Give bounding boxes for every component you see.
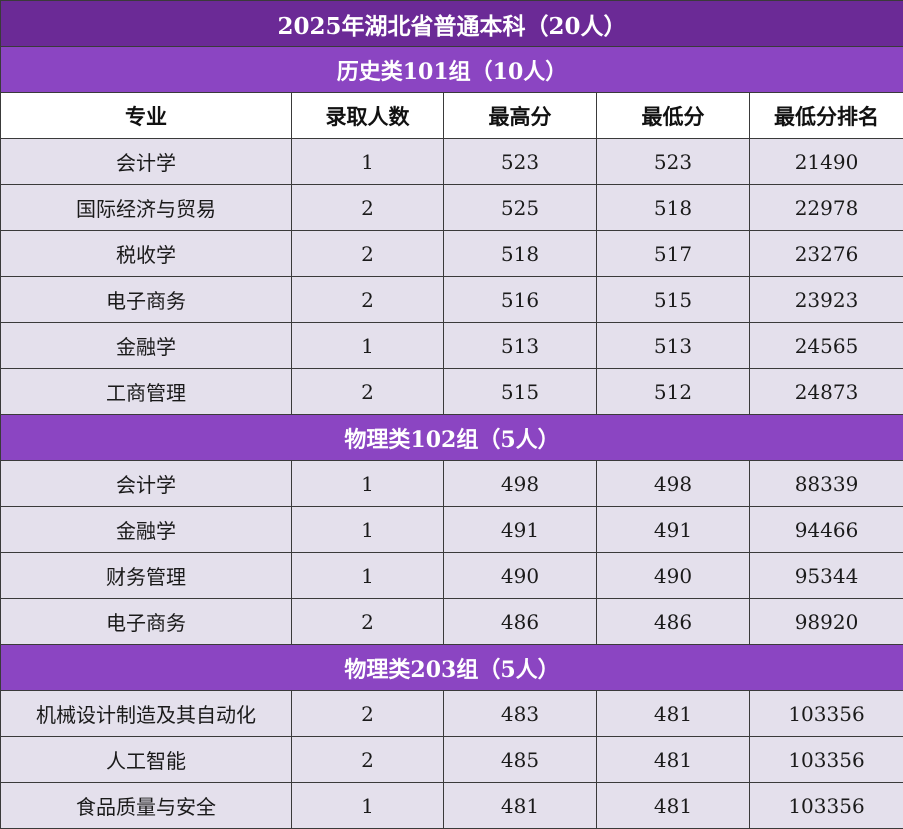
cell-max-score: 523 xyxy=(443,138,597,185)
cell-major: 工商管理 xyxy=(0,368,292,415)
cell-min-rank: 94466 xyxy=(748,506,903,553)
group-row: 历史类101组（10人） xyxy=(0,46,903,93)
table-row: 会计学 1 498 498 88339 xyxy=(0,460,903,507)
cell-max-score: 498 xyxy=(443,460,597,507)
cell-max-score: 485 xyxy=(443,736,597,783)
table-row: 会计学 1 523 523 21490 xyxy=(0,138,903,185)
cell-min-rank: 103356 xyxy=(748,690,903,737)
cell-min-rank: 98920 xyxy=(748,598,903,645)
cell-admitted-count: 2 xyxy=(291,184,444,231)
cell-min-score: 517 xyxy=(596,230,750,277)
cell-max-score: 513 xyxy=(443,322,597,369)
cell-min-score: 523 xyxy=(596,138,750,185)
table-row: 食品质量与安全 1 481 481 103356 xyxy=(0,782,903,829)
table-row: 金融学 1 491 491 94466 xyxy=(0,506,903,553)
cell-min-rank: 22978 xyxy=(748,184,903,231)
cell-max-score: 518 xyxy=(443,230,597,277)
group-title: 历史类101组（10人） xyxy=(0,46,903,93)
table-title: 2025年湖北省普通本科（20人） xyxy=(0,0,903,47)
cell-admitted-count: 2 xyxy=(291,736,444,783)
cell-min-rank: 24565 xyxy=(748,322,903,369)
cell-admitted-count: 2 xyxy=(291,230,444,277)
group-row: 物理类102组（5人） xyxy=(0,414,903,461)
cell-min-score: 486 xyxy=(596,598,750,645)
cell-min-score: 481 xyxy=(596,782,750,829)
cell-major: 人工智能 xyxy=(0,736,292,783)
cell-min-score: 481 xyxy=(596,690,750,737)
cell-min-rank: 21490 xyxy=(748,138,903,185)
cell-max-score: 516 xyxy=(443,276,597,323)
group-row: 物理类203组（5人） xyxy=(0,644,903,691)
cell-admitted-count: 1 xyxy=(291,460,444,507)
cell-min-score: 490 xyxy=(596,552,750,599)
table-row: 国际经济与贸易 2 525 518 22978 xyxy=(0,184,903,231)
table-row: 电子商务 2 486 486 98920 xyxy=(0,598,903,645)
cell-max-score: 483 xyxy=(443,690,597,737)
cell-min-rank: 88339 xyxy=(748,460,903,507)
table-row: 财务管理 1 490 490 95344 xyxy=(0,552,903,599)
column-header-row: 专业 录取人数 最高分 最低分 最低分排名 xyxy=(0,92,903,139)
cell-major: 税收学 xyxy=(0,230,292,277)
header-major: 专业 xyxy=(0,92,292,139)
cell-major: 会计学 xyxy=(0,138,292,185)
cell-min-score: 518 xyxy=(596,184,750,231)
cell-min-score: 491 xyxy=(596,506,750,553)
cell-max-score: 486 xyxy=(443,598,597,645)
cell-admitted-count: 1 xyxy=(291,506,444,553)
header-min-rank: 最低分排名 xyxy=(748,92,903,139)
group-title: 物理类102组（5人） xyxy=(0,414,903,461)
cell-admitted-count: 2 xyxy=(291,690,444,737)
cell-min-score: 515 xyxy=(596,276,750,323)
cell-max-score: 490 xyxy=(443,552,597,599)
cell-min-score: 513 xyxy=(596,322,750,369)
cell-admitted-count: 2 xyxy=(291,276,444,323)
table-row: 税收学 2 518 517 23276 xyxy=(0,230,903,277)
table-row: 机械设计制造及其自动化 2 483 481 103356 xyxy=(0,690,903,737)
cell-major: 电子商务 xyxy=(0,598,292,645)
cell-max-score: 481 xyxy=(443,782,597,829)
cell-admitted-count: 2 xyxy=(291,598,444,645)
cell-min-score: 481 xyxy=(596,736,750,783)
cell-min-score: 498 xyxy=(596,460,750,507)
cell-major: 电子商务 xyxy=(0,276,292,323)
header-min-score: 最低分 xyxy=(596,92,750,139)
header-max-score: 最高分 xyxy=(443,92,597,139)
table-row: 金融学 1 513 513 24565 xyxy=(0,322,903,369)
cell-min-rank: 23923 xyxy=(748,276,903,323)
cell-major: 金融学 xyxy=(0,322,292,369)
cell-major: 国际经济与贸易 xyxy=(0,184,292,231)
cell-major: 会计学 xyxy=(0,460,292,507)
cell-max-score: 491 xyxy=(443,506,597,553)
table-row: 电子商务 2 516 515 23923 xyxy=(0,276,903,323)
cell-min-rank: 24873 xyxy=(748,368,903,415)
cell-admitted-count: 1 xyxy=(291,782,444,829)
cell-major: 金融学 xyxy=(0,506,292,553)
cell-admitted-count: 1 xyxy=(291,138,444,185)
cell-admitted-count: 1 xyxy=(291,322,444,369)
cell-admitted-count: 2 xyxy=(291,368,444,415)
cell-min-rank: 103356 xyxy=(748,736,903,783)
table-title-row: 2025年湖北省普通本科（20人） xyxy=(0,0,903,47)
cell-min-rank: 103356 xyxy=(748,782,903,829)
cell-min-rank: 95344 xyxy=(748,552,903,599)
cell-min-score: 512 xyxy=(596,368,750,415)
group-title: 物理类203组（5人） xyxy=(0,644,903,691)
cell-major: 财务管理 xyxy=(0,552,292,599)
cell-admitted-count: 1 xyxy=(291,552,444,599)
cell-major: 机械设计制造及其自动化 xyxy=(0,690,292,737)
cell-major: 食品质量与安全 xyxy=(0,782,292,829)
cell-min-rank: 23276 xyxy=(748,230,903,277)
cell-max-score: 515 xyxy=(443,368,597,415)
header-admitted-count: 录取人数 xyxy=(291,92,444,139)
table-row: 人工智能 2 485 481 103356 xyxy=(0,736,903,783)
table-row: 工商管理 2 515 512 24873 xyxy=(0,368,903,415)
cell-max-score: 525 xyxy=(443,184,597,231)
